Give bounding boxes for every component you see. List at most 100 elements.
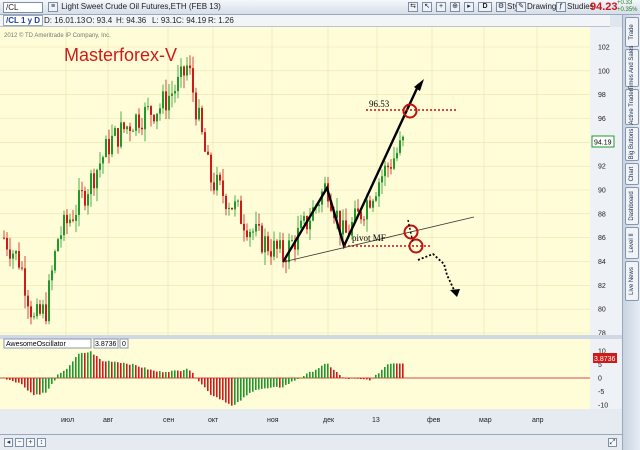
scroll-left-icon[interactable]: ◂ [4, 438, 13, 447]
sidebar-tab-trade[interactable]: Trade [625, 17, 639, 47]
sidebar-tab-times-and-sales[interactable]: Times And Sales [625, 46, 639, 90]
oscillator-bar [306, 373, 308, 378]
zoom-out-icon[interactable]: − [15, 438, 24, 447]
fit-icon[interactable]: ↕ [37, 438, 46, 447]
expand-icon[interactable]: ⤢ [608, 438, 617, 447]
candle-body [393, 158, 395, 169]
time-tick-label: фев [427, 417, 441, 424]
oscillator-bar [390, 363, 392, 378]
candle-body [246, 230, 248, 238]
candle-body [30, 306, 32, 318]
price-tick-label: 82 [598, 283, 606, 290]
oscillator-bar [339, 375, 341, 378]
oscillator-bar [234, 378, 236, 405]
drawing-layer[interactable]: 96.53 pivot MF [281, 79, 475, 297]
oscillator-bar [15, 378, 17, 383]
bottom-statusbar: ◂ − + ↕ ⤢ [0, 434, 622, 450]
candle-body [126, 126, 128, 130]
symbol-input[interactable]: /CL [3, 2, 43, 13]
candle-body [153, 114, 155, 122]
oscillator-bar [384, 367, 386, 378]
studies-menu-button[interactable]: ƒ Studies [556, 1, 594, 13]
candle-body [78, 190, 80, 215]
zoom-icon[interactable]: ⊕ [450, 1, 461, 13]
candle-body [231, 207, 233, 210]
oscillator-bar [363, 378, 365, 380]
oscillator-bar [84, 353, 86, 378]
oscillator-bar [249, 378, 251, 393]
flag-icon[interactable]: ▸ [464, 1, 475, 13]
candle-body [312, 207, 314, 221]
oscillator-bar [114, 361, 116, 378]
time-axis[interactable] [0, 409, 622, 434]
oscillator-bar [273, 378, 275, 388]
oscillator-tick-label: -5 [598, 389, 604, 396]
oscillator-bar [270, 378, 272, 388]
candle-body [384, 165, 386, 177]
candle-body [150, 106, 152, 115]
trend-zigzag-line[interactable] [281, 83, 421, 263]
zoom-in-icon[interactable]: + [26, 438, 35, 447]
oscillator-bar [318, 368, 320, 378]
price-tick-label: 88 [598, 211, 606, 218]
oscillator-bar [24, 378, 26, 388]
candle-body [243, 223, 245, 231]
sidebar-tab-chart[interactable]: Chart [625, 163, 639, 185]
candle-body [36, 304, 38, 317]
oscillator-zero: 0 [122, 341, 126, 348]
candle-body [360, 211, 362, 220]
candle-body [189, 65, 191, 69]
price-change-abs: +0.33 [617, 0, 633, 6]
link-icon[interactable]: ⇆ [408, 1, 419, 13]
sidebar-tab-active-trader[interactable]: Active Trader [625, 89, 639, 125]
sidebar-tab-dashboard[interactable]: Dashboard [625, 187, 639, 225]
oscillator-bar [132, 363, 134, 378]
oscillator-bar [354, 378, 356, 379]
oscillator-bar [6, 378, 8, 380]
oscillator-bar [87, 352, 89, 378]
oscillator-bar [180, 371, 182, 378]
candle-body [369, 200, 371, 208]
oscillator-bar [117, 362, 119, 378]
candle-body [171, 93, 173, 96]
symbol-value: /CL [6, 3, 19, 12]
oscillator-bar [105, 361, 107, 378]
oscillator-bar [342, 377, 344, 378]
sidebar-tab-level-ii[interactable]: Level II [625, 227, 639, 259]
copyright-text: 2012 © TD Ameritrade IP Company, Inc. [4, 32, 111, 39]
oscillator-bar [45, 378, 47, 393]
candle-body [303, 215, 305, 221]
oscillator-name-box[interactable] [3, 338, 92, 349]
oscillator-bar [96, 356, 98, 378]
sidebar-tab-live-news[interactable]: Live News [625, 261, 639, 301]
d-button[interactable]: D [478, 1, 493, 13]
style-menu-button[interactable]: ⚙Style [496, 1, 525, 13]
oscillator-bar [66, 368, 68, 378]
oscillator-bar [372, 378, 374, 379]
oscillator-bar [348, 378, 350, 379]
watermark-title: Masterforex-V [64, 45, 177, 65]
symbol-info-icon[interactable]: ≡ [48, 2, 58, 12]
oscillator-bar [126, 363, 128, 378]
candle-body [273, 240, 275, 257]
oscillator-bar [168, 372, 170, 378]
crosshair-icon[interactable]: + [436, 1, 447, 13]
forecast-dotted-path[interactable] [417, 252, 456, 293]
timeframe-selector[interactable]: /CL 1 y D [3, 15, 44, 26]
oscillator-bar [282, 378, 284, 388]
candle-body [3, 237, 5, 239]
panel-divider[interactable] [0, 335, 622, 339]
candle-body [96, 169, 98, 189]
sidebar-tab-big-buttons[interactable]: Big Buttons [625, 127, 639, 161]
price-tick-label: 86 [598, 235, 606, 242]
candle-body [75, 214, 77, 221]
price-tick-label: 100 [598, 68, 610, 75]
support-trendline[interactable] [282, 216, 475, 263]
chart-area[interactable]: 1021009896949290888684828078 2012 © TD A… [0, 27, 622, 434]
candle-body [129, 126, 131, 131]
cursor-icon[interactable]: ↖ [422, 1, 433, 13]
oscillator-bar [264, 378, 266, 389]
candle-body [381, 176, 383, 183]
drawings-menu-button[interactable]: ✎ Drawings [516, 1, 560, 13]
candle-body [228, 207, 230, 210]
